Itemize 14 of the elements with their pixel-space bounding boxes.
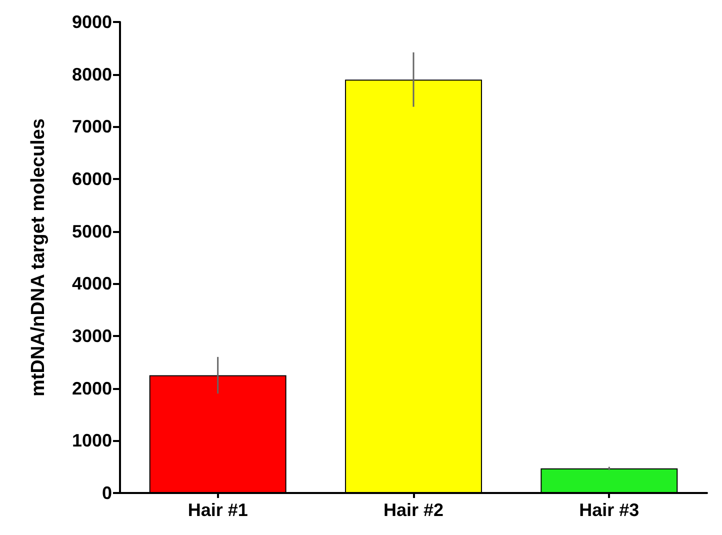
y-tick-label: 5000 [72,221,112,242]
y-tick-label: 0 [102,483,112,503]
y-tick-label: 9000 [72,12,112,32]
y-tick-label: 6000 [72,169,112,189]
y-tick-label: 8000 [72,64,112,84]
y-tick-label: 3000 [72,326,112,346]
x-tick-label: Hair #3 [579,500,640,520]
x-tick-label: Hair #1 [188,500,248,520]
y-axis-title: mtDNA/nDNA target molecules [28,118,49,397]
y-tick-label: 7000 [72,116,112,137]
y-tick-label: 4000 [72,274,112,294]
y-tick-label: 1000 [72,430,112,451]
y-tick-label: 2000 [72,378,112,398]
x-tick-label: Hair #2 [383,500,444,520]
